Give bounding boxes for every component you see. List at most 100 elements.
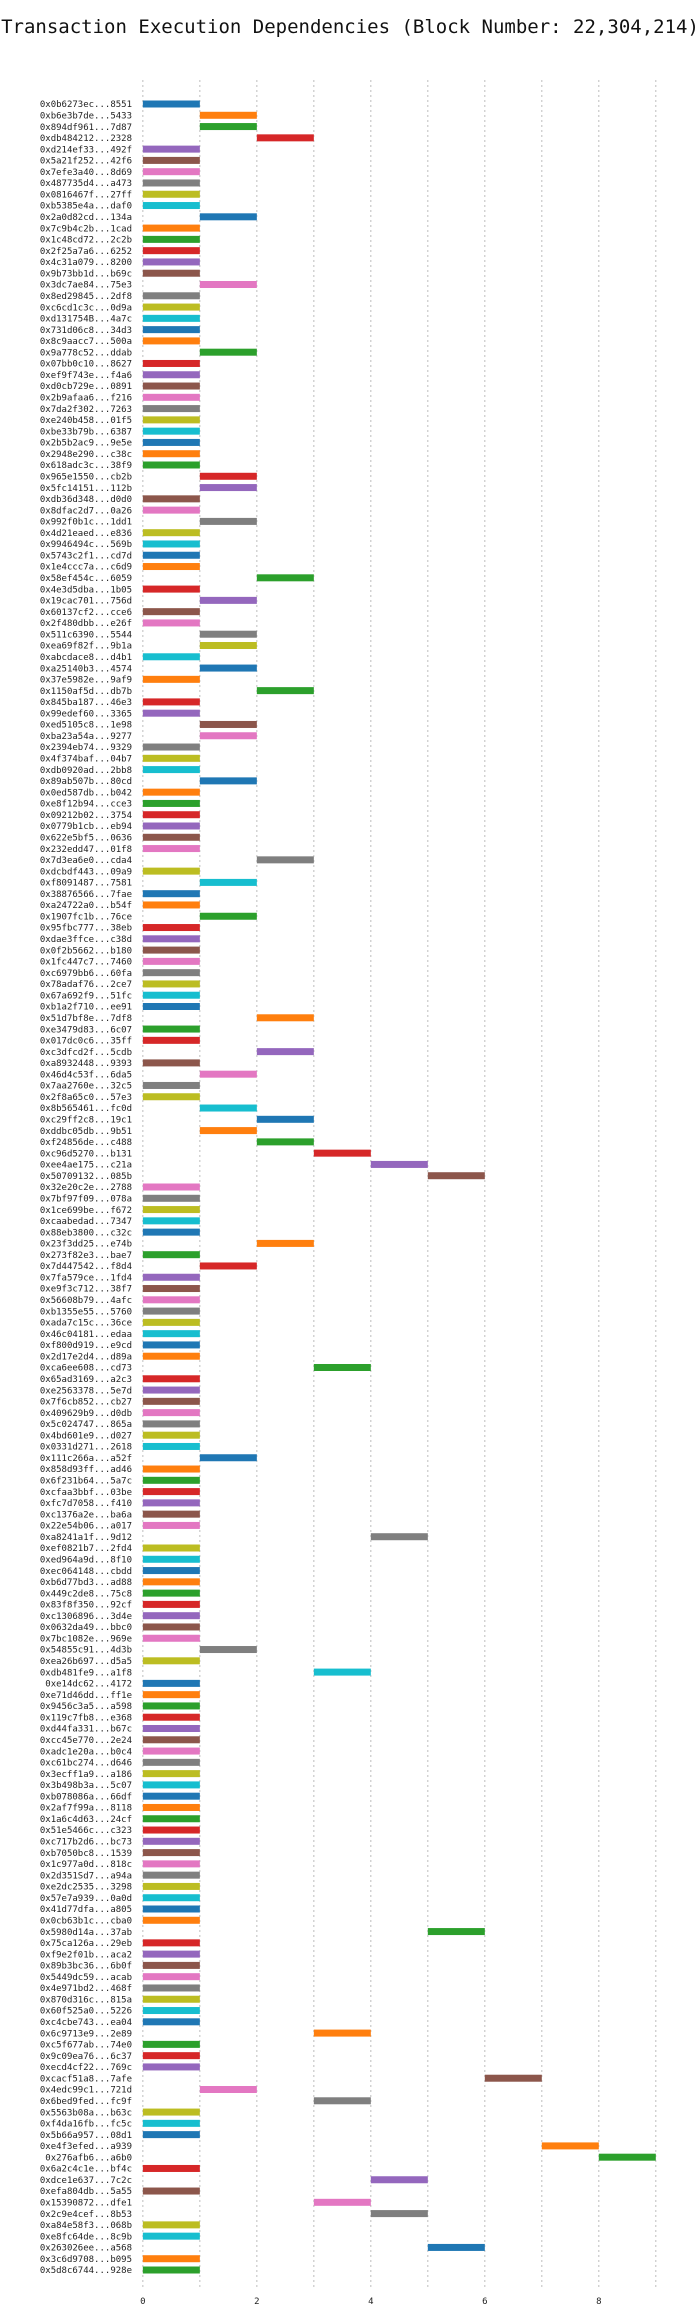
y-tick-label: 0x2b5b2ac9...9e5e [40,439,132,449]
y-tick-label: 0xed964a9d...8f10 [40,1555,132,1565]
transaction-bar [598,2153,656,2161]
transaction-bar [313,1149,371,1157]
transaction-bar [199,720,257,728]
transaction-bar [142,754,200,762]
y-tick-label: 0x37e5982e...9af9 [40,676,132,686]
y-tick-label: 0x8c9aacc7...500a [40,337,132,347]
transaction-bar [142,2108,200,2116]
transaction-bar [256,687,314,695]
transaction-bar [142,2040,200,2048]
transaction-bar [142,924,200,932]
transaction-bar [142,1555,200,1563]
transaction-bar [142,427,200,435]
y-tick-label: 0x5c024747...865a [40,1420,132,1430]
transaction-bar [199,213,257,221]
transaction-bar [142,1397,200,1405]
transaction-bar [142,901,200,909]
transaction-bar [142,1578,200,1586]
y-tick-label: 0xef9f743e...f4a6 [40,371,132,381]
transaction-bar [142,529,200,537]
transaction-bar [142,382,200,390]
y-tick-label: 0x1907fc1b...76ce [40,912,132,922]
transaction-bar [199,1262,257,1270]
y-tick-label: 0x7bf97f09...078a [40,1194,132,1204]
transaction-bar [142,2221,200,2229]
y-tick-label: 0xc1306896...3d4e [40,1612,132,1622]
grid [142,80,657,2290]
y-tick-label: 0x0632da49...bbc0 [40,1623,132,1633]
y-tick-label: 0x0f2b5662...b180 [40,946,132,956]
y-tick-label: 0xe8fc64de...8c9b [40,2232,132,2242]
transaction-bar [199,664,257,672]
x-tick-labels: 0 2 4 6 8 [140,2297,601,2307]
y-tick-label: 0xd131754B...4a7c [40,315,132,325]
transaction-bar [199,111,257,119]
y-tick-label: 0x6c9713e9...2e89 [40,2029,132,2039]
y-tick-label: 0x7d447542...f8d4 [40,1262,132,1272]
y-tick-label: 0x119c7fb8...e368 [40,1713,132,1723]
y-tick-label: 0x5b66a957...08d1 [40,2131,132,2141]
y-tick-label: 0x2f8a65c0...57e3 [40,1093,132,1103]
transaction-bar [142,438,200,446]
transaction-bar [142,957,200,965]
y-tick-label: 0x7aa2760e...32c5 [40,1082,132,1092]
transaction-bar [142,416,200,424]
transaction-bar [142,202,200,210]
y-tick-label: 0xc3dfcd2f...5cdb [40,1048,132,1058]
transaction-bar [142,1409,200,1417]
y-tick-label: 0x7c9b4c2b...1cad [40,224,132,234]
y-tick-label: 0xec064148...cbdd [40,1567,132,1577]
transaction-bar [142,1905,200,1913]
y-tick-label: 0x622e5bf5...0636 [40,833,132,843]
y-tick-label: 0x2b9afaa6...f216 [40,394,132,404]
transaction-bar [142,1781,200,1789]
transaction-bar [142,845,200,853]
transaction-bar [142,1691,200,1699]
transaction-bar [370,2210,428,2218]
transaction-bar [142,1341,200,1349]
transaction-bar [142,1003,200,1010]
y-tick-label: 0x4edc99c1...721d [40,2086,132,2096]
transaction-bar [142,1758,200,1766]
y-tick-label: 0xcc45e770...2e24 [40,1736,132,1746]
y-tick-label: 0xe71d46dd...ff1e [40,1691,132,1701]
transaction-bar [142,766,200,774]
y-tick-label: 0xc96d5270...b131 [40,1149,132,1159]
y-tick-label: 0xb1355e55...5760 [40,1307,132,1317]
y-tick-label: 0x99edef60...3365 [40,709,132,719]
y-tick-label: 0xe4f3efed...a939 [40,2142,132,2152]
y-tick-label: 0x07bb0c10...8627 [40,360,132,370]
transaction-bar [142,100,200,108]
transaction-bar [142,1770,200,1778]
transaction-bar [199,596,257,604]
y-tick-label: 0x3b498b3a...5c07 [40,1781,132,1791]
transaction-bar [142,450,200,458]
transaction-bar [142,2018,200,2026]
y-tick-label: 0xdcbdf443...09a9 [40,867,132,877]
y-tick-label: 0xb6d77bd3...ad88 [40,1578,132,1588]
transaction-bar [142,2164,200,2172]
y-tick-label: 0xc4cbe743...ea04 [40,2018,132,2028]
transaction-bar [199,1454,257,1462]
transaction-bar [142,1837,200,1845]
transaction-bar [142,1747,200,1755]
transaction-bar [142,326,200,334]
transaction-bar [427,1928,485,1936]
transaction-bar [370,1160,428,1168]
transaction-bar [313,1668,371,1676]
transaction-bar [142,292,200,300]
transaction-bar [142,1826,200,1834]
y-tick-label: 0x409629b9...d0db [40,1409,132,1419]
transaction-bar [142,822,200,830]
y-tick-label: 0x5563b08a...b63c [40,2108,132,2118]
transaction-bar [142,1375,200,1383]
transaction-bar [142,371,200,379]
transaction-bar [199,1070,257,1078]
y-tick-label: 0x870d316c...815a [40,1995,132,2005]
x-tick-label-2: 2 [254,2297,259,2307]
y-tick-label: 0x0b6273ec...8551 [40,100,132,110]
transaction-bar [142,461,200,469]
y-tick-label: 0x50709132...085b [40,1172,132,1182]
y-tick-label: 0x4f374baf...04b7 [40,755,132,765]
y-tick-label: 0xe14dc62...4172 [45,1680,132,1690]
